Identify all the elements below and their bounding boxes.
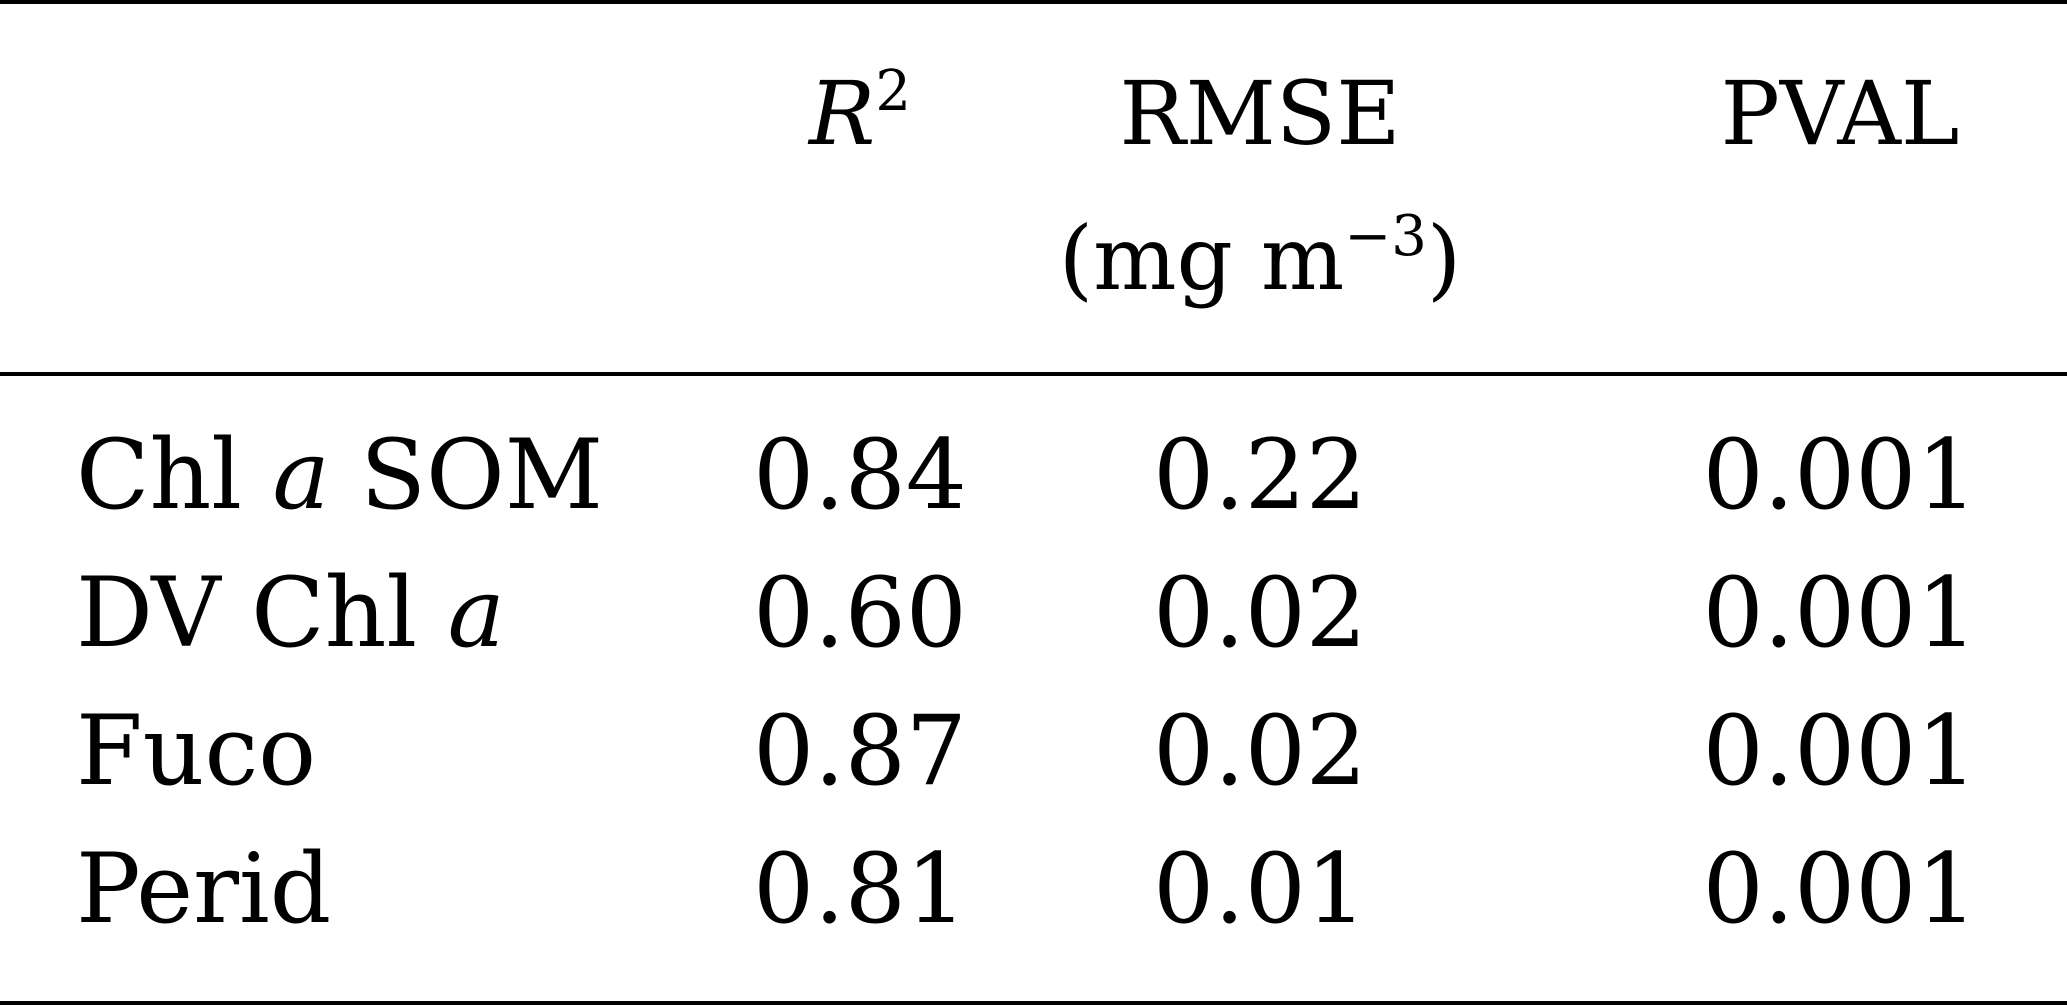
cell-rmse: 0.22 bbox=[1153, 419, 1367, 531]
bottom-rule bbox=[0, 1001, 2067, 1005]
cell-pval: 0.001 bbox=[1702, 833, 1978, 945]
header-rmse-unit-open: (mg m bbox=[1058, 207, 1345, 310]
row-label: Fuco bbox=[76, 682, 316, 820]
cell-rmse: 0.02 bbox=[1153, 557, 1367, 669]
header-r2-letter: R bbox=[809, 62, 876, 165]
top-rule bbox=[0, 0, 2067, 4]
header-rmse-unit: (mg m−3) bbox=[1050, 208, 1470, 303]
cell-r2: 0.87 bbox=[753, 695, 967, 807]
row-label-text: Chl bbox=[76, 419, 273, 531]
row-label-italic: a bbox=[272, 419, 330, 531]
row-label: Chl a SOM bbox=[76, 406, 603, 544]
table-row: Perid 0.81 0.01 0.001 bbox=[0, 820, 2067, 958]
header-rmse-unit-close: ) bbox=[1426, 207, 1462, 310]
header-rule bbox=[0, 372, 2067, 376]
table-row: DV Chl a 0.60 0.02 0.001 bbox=[0, 544, 2067, 682]
row-label: Perid bbox=[76, 820, 331, 958]
header-r2-exponent: 2 bbox=[875, 58, 911, 124]
cell-pval: 0.001 bbox=[1702, 557, 1978, 669]
row-label: DV Chl a bbox=[76, 544, 505, 682]
header-r2: R2 bbox=[755, 63, 965, 158]
cell-rmse: 0.01 bbox=[1153, 833, 1367, 945]
cell-pval: 0.001 bbox=[1702, 695, 1978, 807]
row-label-text: DV Chl bbox=[76, 557, 448, 669]
header-rmse: RMSE bbox=[1119, 62, 1401, 165]
cell-r2: 0.84 bbox=[753, 419, 967, 531]
cell-r2: 0.81 bbox=[753, 833, 967, 945]
row-label-text: Perid bbox=[76, 833, 332, 945]
table-row: Fuco 0.87 0.02 0.001 bbox=[0, 682, 2067, 820]
header-pval: PVAL bbox=[1720, 62, 1960, 165]
cell-rmse: 0.02 bbox=[1153, 695, 1367, 807]
cell-pval: 0.001 bbox=[1702, 419, 1978, 531]
table-row: Chl a SOM 0.84 0.22 0.001 bbox=[0, 406, 2067, 544]
row-label-suffix: SOM bbox=[329, 419, 604, 531]
row-label-italic: a bbox=[447, 557, 505, 669]
cell-r2: 0.60 bbox=[753, 557, 967, 669]
row-label-text: Fuco bbox=[76, 695, 316, 807]
header-rmse-unit-exponent: −3 bbox=[1344, 203, 1427, 269]
